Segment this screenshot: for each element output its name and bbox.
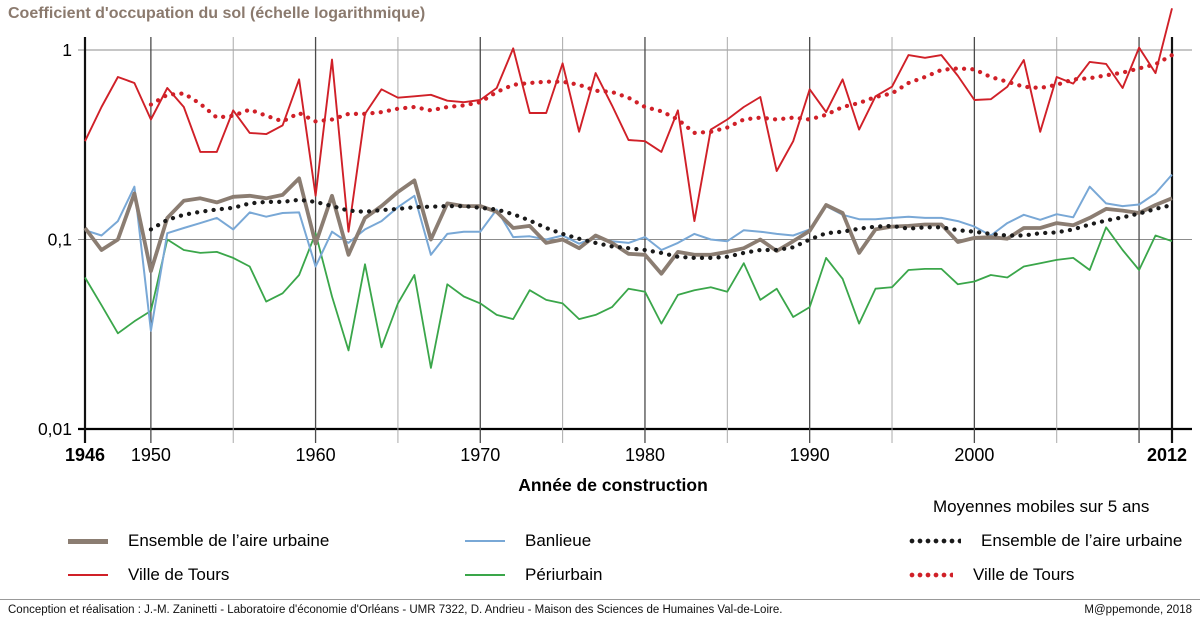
legend-label: Périurbain [525,565,603,584]
legend-label: Ville de Tours [128,565,230,584]
footer: Conception et réalisation : J.-M. Zanine… [0,599,1200,616]
svg-text:1: 1 [62,40,72,60]
moving-average-heading: Moyennes mobiles sur 5 ans [933,497,1150,516]
legend-column-middle: Banlieue Périurbain [465,531,603,585]
footer-credits: Conception et réalisation : J.-M. Zanine… [8,604,783,616]
legend-label: Ensemble de l’aire urbaine [981,531,1183,550]
footer-source: M@ppemonde, 2018 [1084,604,1192,616]
svg-text:Année de construction: Année de construction [518,475,708,495]
svg-text:0,1: 0,1 [48,230,72,250]
legend-label: Banlieue [525,531,592,550]
legend-item-ensemble-ma: Ensemble de l’aire urbaine [908,531,1182,551]
legend-item-banlieue: Banlieue [465,531,603,551]
legend-swatch-banlieue-line [465,539,505,543]
svg-text:1980: 1980 [625,445,665,465]
legend-swatch-tours-dots [908,572,953,578]
legend-label: Ensemble de l’aire urbaine [128,531,330,550]
svg-text:1960: 1960 [296,445,336,465]
svg-text:0,01: 0,01 [38,419,72,439]
legend-swatch-ensemble-dots [908,538,961,544]
svg-text:1946: 1946 [65,445,105,465]
svg-text:1970: 1970 [460,445,500,465]
legend-column-right: Ensemble de l’aire urbaine Ville de Tour… [908,531,1182,585]
svg-text:2012: 2012 [1147,445,1187,465]
svg-text:1950: 1950 [131,445,171,465]
line-chart-canvas: 1 0,1 0,01 1946 1950 1960 1970 1980 1990 2000 2012… [38,8,1192,495]
legend-item-ensemble: Ensemble de l’aire urbaine [68,531,329,551]
legend-column-left: Ensemble de l’aire urbaine Ville de Tour… [68,531,329,585]
legend-swatch-periurbain-line [465,573,505,577]
legend-item-ville-de-tours: Ville de Tours [68,565,329,585]
legend-swatch-ensemble-line [68,538,108,544]
page-title: Coefficient d'occupation du sol (échelle… [8,5,426,22]
svg-text:1990: 1990 [790,445,830,465]
legend-swatch-tours-line [68,573,108,577]
legend-item-periurbain: Périurbain [465,565,603,585]
legend-item-tours-ma: Ville de Tours [908,565,1182,585]
svg-text:2000: 2000 [954,445,994,465]
legend-label: Ville de Tours [973,565,1075,584]
